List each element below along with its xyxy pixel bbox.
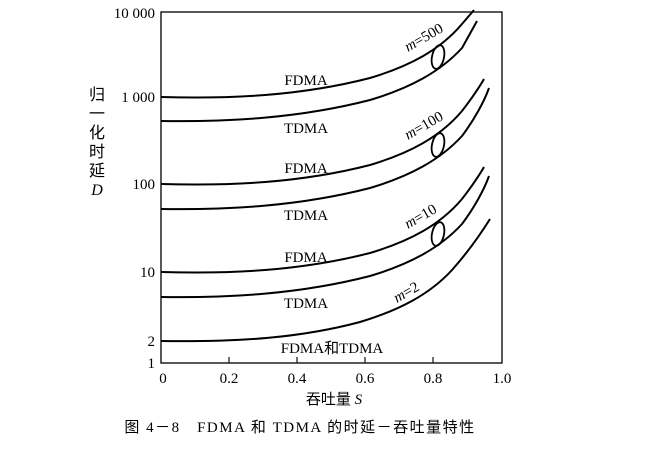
curve-fdma-m500: [160, 9, 475, 99]
label-m2: m=2: [391, 279, 422, 306]
x-tick-label: 0.8: [424, 371, 443, 387]
y-tick-label: 100: [133, 177, 156, 193]
y-label-char: 归: [89, 86, 105, 104]
y-tick-label: 1: [148, 356, 156, 372]
label-tdma-m10: TDMA: [284, 296, 328, 312]
x-tick-label: 0: [159, 371, 167, 387]
y-tick-label: 10 000: [114, 6, 155, 22]
ellipse-m500: [430, 44, 446, 70]
curves: [160, 9, 491, 343]
x-axis-ticks: [228, 357, 434, 363]
x-tick-label: 0.6: [356, 371, 375, 387]
curve-labels: FDMA TDMA FDMA TDMA FDMA TDMA FDMA和TDMA: [281, 73, 384, 357]
y-tick-label: 1 000: [121, 90, 155, 106]
label-fdma-m10: FDMA: [284, 250, 328, 266]
x-tick-label: 0.2: [220, 371, 239, 387]
y-tick-label: 2: [148, 334, 156, 350]
ellipse-m10: [430, 221, 446, 247]
y-label-char: 化: [89, 124, 105, 142]
y-label-char: 时: [89, 143, 105, 161]
m-labels: m=500 m=100 m=10 m=2: [391, 21, 446, 307]
label-m100: m=100: [402, 109, 446, 144]
curve-both-m2: [160, 218, 491, 343]
figure-caption: 图 4－8 FDMA 和 TDMA 的时延－吞吐量特性: [124, 419, 475, 436]
label-m500: m=500: [402, 21, 446, 56]
x-tick-label: 0.4: [288, 371, 307, 387]
label-fdma-m100: FDMA: [284, 161, 328, 177]
y-tick-label: 10: [140, 265, 155, 281]
curve-fdma-m10: [160, 166, 485, 274]
y-axis-tick-labels: 1 2 10 100 1 000 10 000: [114, 6, 155, 372]
plot-frame: [160, 11, 503, 364]
y-axis-label: 归 一 化 时 延 D: [89, 86, 105, 199]
x-tick-label: 1.0: [493, 371, 512, 387]
label-both-m2: FDMA和TDMA: [281, 340, 384, 357]
y-label-char: D: [90, 182, 103, 199]
ellipse-m100: [430, 132, 446, 158]
x-axis-tick-labels: 0 0.2 0.4 0.6 0.8 1.0: [159, 371, 511, 387]
group-ellipses: [430, 44, 446, 247]
x-axis-label: 吞吐量 S: [306, 391, 363, 408]
curve-tdma-m10: [160, 175, 490, 299]
label-tdma-m500: TDMA: [284, 121, 328, 137]
label-fdma-m500: FDMA: [284, 73, 328, 89]
y-label-char: 延: [89, 162, 105, 180]
label-tdma-m100: TDMA: [284, 208, 328, 224]
y-label-char: 一: [89, 106, 105, 123]
curve-fdma-m100: [160, 78, 485, 186]
curve-tdma-m100: [160, 87, 490, 211]
